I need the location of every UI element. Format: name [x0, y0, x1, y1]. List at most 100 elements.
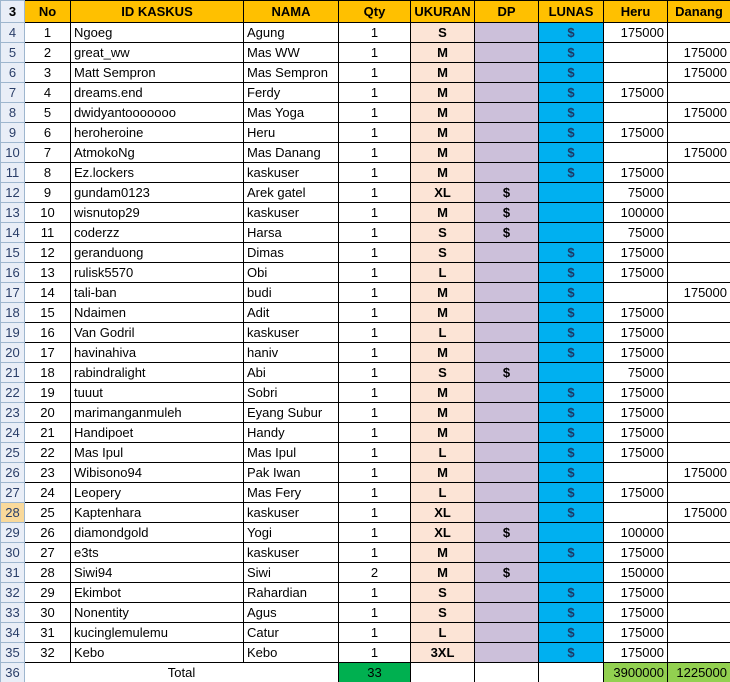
- cell-ukuran[interactable]: M: [410, 382, 475, 403]
- cell-heru[interactable]: 175000: [603, 242, 668, 263]
- cell-no[interactable]: 30: [24, 602, 71, 623]
- cell-dp[interactable]: [474, 142, 539, 163]
- cell-qty[interactable]: 1: [338, 322, 411, 343]
- cell-danang[interactable]: [667, 302, 730, 323]
- cell-ukuran[interactable]: XL: [410, 182, 475, 203]
- cell-id-kaskus[interactable]: diamondgold: [70, 522, 244, 543]
- cell-lunas[interactable]: $: [538, 642, 604, 663]
- cell-nama[interactable]: Yogi: [243, 522, 339, 543]
- cell-ukuran[interactable]: M: [410, 122, 475, 143]
- cell-lunas[interactable]: $: [538, 142, 604, 163]
- cell-id-kaskus[interactable]: Ndaimen: [70, 302, 244, 323]
- cell-no[interactable]: 3: [24, 62, 71, 83]
- empty-cell[interactable]: [410, 662, 475, 682]
- cell-dp[interactable]: [474, 442, 539, 463]
- cell-ukuran[interactable]: S: [410, 242, 475, 263]
- cell-heru[interactable]: 100000: [603, 202, 668, 223]
- cell-danang[interactable]: [667, 382, 730, 403]
- cell-danang[interactable]: [667, 522, 730, 543]
- row-header[interactable]: 5: [0, 42, 25, 63]
- cell-qty[interactable]: 1: [338, 262, 411, 283]
- cell-id-kaskus[interactable]: marimanganmuleh: [70, 402, 244, 423]
- cell-id-kaskus[interactable]: dreams.end: [70, 82, 244, 103]
- cell-no[interactable]: 2: [24, 42, 71, 63]
- cell-lunas[interactable]: $: [538, 22, 604, 43]
- cell-lunas[interactable]: [538, 562, 604, 583]
- cell-id-kaskus[interactable]: gundam0123: [70, 182, 244, 203]
- cell-id-kaskus[interactable]: Van Godril: [70, 322, 244, 343]
- row-header[interactable]: 29: [0, 522, 25, 543]
- cell-dp[interactable]: [474, 602, 539, 623]
- cell-qty[interactable]: 1: [338, 462, 411, 483]
- cell-dp[interactable]: [474, 422, 539, 443]
- cell-nama[interactable]: Harsa: [243, 222, 339, 243]
- cell-heru[interactable]: 175000: [603, 582, 668, 603]
- cell-qty[interactable]: 1: [338, 102, 411, 123]
- cell-id-kaskus[interactable]: AtmokoNg: [70, 142, 244, 163]
- cell-id-kaskus[interactable]: rabindralight: [70, 362, 244, 383]
- cell-lunas[interactable]: $: [538, 302, 604, 323]
- cell-lunas[interactable]: $: [538, 582, 604, 603]
- cell-id-kaskus[interactable]: heroheroine: [70, 122, 244, 143]
- cell-ukuran[interactable]: M: [410, 342, 475, 363]
- row-header[interactable]: 31: [0, 562, 25, 583]
- cell-no[interactable]: 31: [24, 622, 71, 643]
- row-header[interactable]: 28: [0, 502, 25, 523]
- row-header[interactable]: 36: [0, 662, 25, 682]
- cell-dp[interactable]: [474, 382, 539, 403]
- cell-ukuran[interactable]: M: [410, 282, 475, 303]
- cell-nama[interactable]: kaskuser: [243, 542, 339, 563]
- cell-nama[interactable]: Obi: [243, 262, 339, 283]
- col-header-heru[interactable]: Heru: [603, 0, 668, 23]
- cell-no[interactable]: 15: [24, 302, 71, 323]
- cell-lunas[interactable]: $: [538, 162, 604, 183]
- cell-danang[interactable]: [667, 542, 730, 563]
- total-label[interactable]: Total: [24, 662, 339, 682]
- cell-nama[interactable]: Abi: [243, 362, 339, 383]
- cell-nama[interactable]: Mas WW: [243, 42, 339, 63]
- cell-heru[interactable]: 175000: [603, 162, 668, 183]
- cell-qty[interactable]: 1: [338, 342, 411, 363]
- cell-danang[interactable]: [667, 222, 730, 243]
- cell-lunas[interactable]: [538, 202, 604, 223]
- cell-nama[interactable]: Heru: [243, 122, 339, 143]
- cell-no[interactable]: 11: [24, 222, 71, 243]
- cell-dp[interactable]: $: [474, 182, 539, 203]
- cell-danang[interactable]: 175000: [667, 502, 730, 523]
- cell-lunas[interactable]: $: [538, 602, 604, 623]
- cell-id-kaskus[interactable]: rulisk5570: [70, 262, 244, 283]
- cell-heru[interactable]: [603, 282, 668, 303]
- cell-no[interactable]: 28: [24, 562, 71, 583]
- cell-nama[interactable]: Agung: [243, 22, 339, 43]
- cell-ukuran[interactable]: M: [410, 202, 475, 223]
- cell-lunas[interactable]: $: [538, 502, 604, 523]
- cell-heru[interactable]: 75000: [603, 222, 668, 243]
- row-header[interactable]: 26: [0, 462, 25, 483]
- cell-danang[interactable]: [667, 202, 730, 223]
- cell-dp[interactable]: $: [474, 202, 539, 223]
- cell-qty[interactable]: 1: [338, 622, 411, 643]
- cell-heru[interactable]: 175000: [603, 382, 668, 403]
- cell-qty[interactable]: 1: [338, 302, 411, 323]
- row-header[interactable]: 12: [0, 182, 25, 203]
- cell-nama[interactable]: Sobri: [243, 382, 339, 403]
- cell-heru[interactable]: 150000: [603, 562, 668, 583]
- cell-lunas[interactable]: $: [538, 622, 604, 643]
- cell-ukuran[interactable]: M: [410, 302, 475, 323]
- cell-heru[interactable]: 175000: [603, 402, 668, 423]
- cell-danang[interactable]: [667, 82, 730, 103]
- cell-lunas[interactable]: [538, 222, 604, 243]
- col-header-danang[interactable]: Danang: [667, 0, 730, 23]
- cell-qty[interactable]: 1: [338, 122, 411, 143]
- cell-id-kaskus[interactable]: Leopery: [70, 482, 244, 503]
- cell-danang[interactable]: [667, 162, 730, 183]
- cell-danang[interactable]: 175000: [667, 102, 730, 123]
- cell-dp[interactable]: [474, 322, 539, 343]
- cell-id-kaskus[interactable]: Nonentity: [70, 602, 244, 623]
- cell-id-kaskus[interactable]: coderzz: [70, 222, 244, 243]
- cell-lunas[interactable]: $: [538, 422, 604, 443]
- cell-ukuran[interactable]: L: [410, 322, 475, 343]
- cell-danang[interactable]: 175000: [667, 282, 730, 303]
- cell-heru[interactable]: 175000: [603, 602, 668, 623]
- cell-dp[interactable]: [474, 622, 539, 643]
